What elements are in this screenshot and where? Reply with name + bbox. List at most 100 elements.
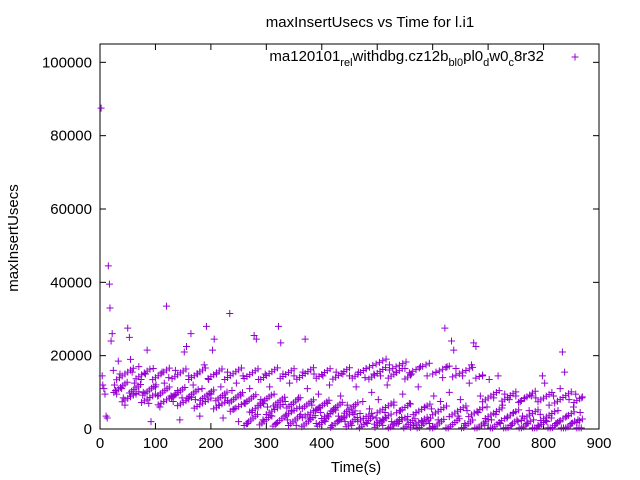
data-point — [250, 332, 258, 339]
x-tick-label: 900 — [586, 435, 611, 452]
data-point — [392, 363, 400, 371]
data-point — [516, 398, 524, 405]
data-point — [531, 387, 539, 395]
data-point — [145, 399, 153, 407]
data-point — [526, 417, 534, 425]
data-point — [515, 406, 523, 414]
data-point — [452, 371, 460, 379]
data-point — [362, 365, 370, 373]
data-point — [538, 372, 546, 380]
data-point — [123, 378, 131, 386]
data-point — [409, 367, 417, 375]
data-point — [309, 396, 317, 404]
data-point — [226, 310, 234, 317]
data-point — [218, 365, 226, 373]
data-point — [389, 364, 397, 372]
data-point — [182, 365, 190, 373]
data-point — [570, 408, 578, 416]
data-point — [429, 370, 437, 378]
data-point — [452, 365, 460, 372]
data-point — [483, 403, 491, 411]
data-point — [282, 411, 290, 419]
data-point — [365, 363, 373, 371]
data-point — [412, 366, 420, 374]
data-point — [485, 376, 493, 383]
data-point — [359, 398, 367, 405]
data-point — [315, 404, 323, 412]
legend-marker — [571, 53, 579, 61]
data-point — [254, 365, 262, 373]
x-tick-label: 100 — [143, 435, 168, 452]
data-point — [286, 379, 294, 387]
data-point — [532, 394, 540, 402]
data-point — [375, 358, 383, 366]
data-point — [462, 402, 470, 410]
legend-text-part: withdbg.cz12b — [352, 48, 449, 65]
data-point — [472, 374, 480, 382]
data-point — [337, 392, 345, 400]
data-point — [352, 383, 360, 391]
data-point — [395, 361, 403, 369]
data-point — [196, 412, 204, 420]
data-point — [104, 262, 112, 270]
data-point — [130, 379, 138, 387]
data-point — [361, 374, 369, 382]
data-point — [103, 414, 111, 422]
data-point — [383, 381, 391, 389]
data-point — [551, 408, 559, 416]
data-point — [152, 381, 160, 389]
data-point — [136, 380, 144, 388]
data-point — [198, 385, 206, 393]
data-point — [189, 381, 197, 389]
data-point — [129, 364, 137, 372]
data-point — [439, 374, 447, 382]
data-point — [430, 392, 438, 400]
data-point — [311, 412, 319, 420]
legend-text-part: rel — [340, 57, 352, 69]
data-point — [252, 335, 260, 343]
data-point — [219, 414, 227, 422]
y-tick-label: 20000 — [50, 348, 92, 365]
data-point — [143, 346, 151, 354]
data-point — [160, 379, 168, 387]
data-point — [141, 370, 149, 378]
data-point — [338, 398, 346, 406]
data-point — [469, 363, 477, 371]
data-point — [109, 366, 117, 374]
data-point — [301, 335, 309, 343]
data-point — [171, 366, 179, 374]
legend-text-part: d — [483, 57, 489, 69]
data-point — [428, 405, 436, 413]
data-point — [309, 364, 317, 372]
data-point — [230, 405, 238, 413]
data-point — [324, 413, 332, 421]
data-point — [275, 322, 283, 330]
plot-frame — [99, 43, 600, 430]
legend-label: ma120101relwithdbg.cz12bbl0pl0dw0c8r32 — [269, 48, 544, 69]
data-point — [209, 346, 217, 354]
data-point — [439, 365, 447, 373]
data-point — [110, 381, 118, 389]
data-point — [314, 390, 322, 398]
x-tick-label: 200 — [198, 435, 223, 452]
data-point — [379, 357, 387, 365]
y-tick-label: 100000 — [42, 54, 92, 71]
data-point — [106, 304, 114, 312]
data-point — [210, 335, 218, 343]
data-point — [440, 415, 448, 423]
data-point — [126, 355, 134, 363]
data-point — [578, 415, 586, 423]
data-point — [442, 364, 450, 372]
data-point — [100, 385, 108, 393]
data-point — [223, 388, 231, 396]
data-point — [496, 420, 504, 427]
data-point — [326, 381, 334, 389]
data-point — [432, 368, 440, 376]
data-point — [151, 390, 159, 398]
data-point — [569, 403, 577, 411]
data-point — [445, 362, 453, 370]
data-point — [414, 383, 422, 391]
data-point — [135, 388, 143, 396]
data-point — [97, 104, 105, 112]
